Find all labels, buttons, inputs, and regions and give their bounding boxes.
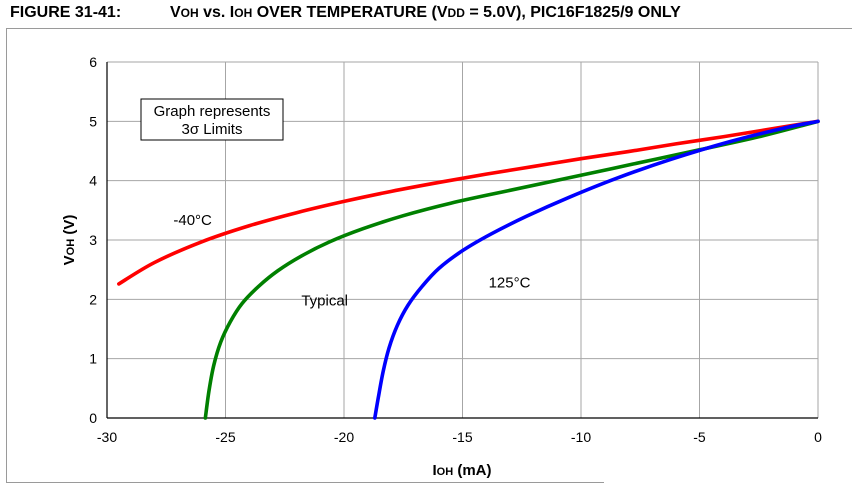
figure-header: FIGURE 31-41: VOH vs. IOH OVER TEMPERATUR… — [10, 4, 681, 22]
legend-note-line-1: Graph represents — [154, 103, 271, 120]
x-tick-label: -25 — [215, 429, 235, 445]
title-sub-oh: OH — [180, 6, 199, 20]
x-axis-title: IOH (mA) — [433, 462, 492, 479]
figure-title: VOH vs. IOH OVER TEMPERATURE (VDD = 5.0V… — [170, 4, 681, 21]
title-part-over: OVER TEMPERATURE (V — [252, 4, 448, 21]
title-part-v: V — [170, 4, 181, 21]
x-axis-title-main: I — [433, 462, 437, 479]
series-annotations: -40°C Typical 125°C — [173, 212, 530, 309]
y-tick-label: 1 — [89, 351, 97, 367]
y-axis-title-sub: OH — [65, 239, 77, 256]
x-tick-label: -20 — [334, 429, 354, 445]
x-tick-label: -5 — [693, 429, 706, 445]
x-tick-labels: -30 -25 -20 -15 -10 -5 0 — [97, 429, 822, 445]
grid — [106, 61, 819, 419]
y-tick-label: 3 — [89, 232, 97, 248]
figure-frame-top — [6, 28, 852, 29]
y-tick-label: 2 — [89, 291, 97, 307]
y-tick-label: 0 — [89, 410, 97, 426]
y-axis-title-unit: (V) — [61, 215, 78, 239]
series-annotation: Typical — [301, 292, 348, 309]
series-line-40c — [117, 119, 820, 286]
x-tick-label: -30 — [97, 429, 117, 445]
y-axis-title: VOH (V) — [61, 215, 78, 266]
figure-frame-left — [6, 28, 7, 482]
x-axis-title-sub: OH — [437, 466, 454, 478]
figure-label: FIGURE 31-41: — [10, 4, 122, 21]
x-tick-label: -15 — [452, 429, 472, 445]
y-axis-title-main: V — [61, 255, 78, 265]
title-part-post: = 5.0V), PIC16F1825/9 ONLY — [464, 4, 681, 21]
series-lines — [117, 119, 820, 420]
legend-note-frame — [140, 98, 284, 141]
x-tick-label: 0 — [814, 429, 822, 445]
x-tick-label: -10 — [571, 429, 591, 445]
title-part-vs: vs. I — [198, 4, 235, 21]
title-sub-dd: DD — [447, 6, 465, 20]
title-sub-oh-2: OH — [234, 6, 253, 20]
y-tick-label: 6 — [89, 54, 97, 70]
figure-frame-bottom — [6, 482, 604, 483]
series-annotation: -40°C — [173, 212, 212, 229]
series-line-125c — [373, 119, 820, 420]
y-tick-labels: 0 1 2 3 4 5 6 — [89, 54, 97, 426]
y-tick-label: 4 — [89, 173, 97, 189]
series-line-typical — [203, 119, 820, 420]
legend-note-line-2: 3σ Limits — [182, 121, 243, 138]
y-tick-label: 5 — [89, 113, 97, 129]
x-axis-title-unit: (mA) — [453, 462, 491, 479]
legend-note-box: Graph represents 3σ Limits — [140, 98, 284, 141]
series-annotation: 125°C — [489, 274, 531, 291]
